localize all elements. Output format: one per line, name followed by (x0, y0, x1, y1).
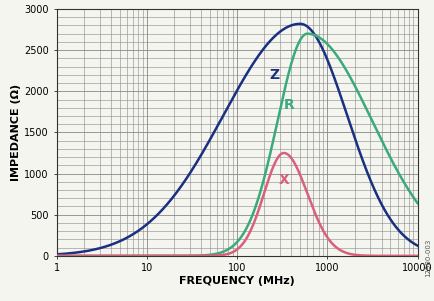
Text: X: X (278, 173, 289, 187)
Text: Z: Z (269, 68, 279, 82)
Text: 12980-003: 12980-003 (424, 239, 431, 277)
X-axis label: FREQUENCY (MHz): FREQUENCY (MHz) (179, 276, 294, 286)
Text: R: R (283, 98, 294, 112)
Y-axis label: IMPEDANCE (Ω): IMPEDANCE (Ω) (11, 84, 21, 181)
